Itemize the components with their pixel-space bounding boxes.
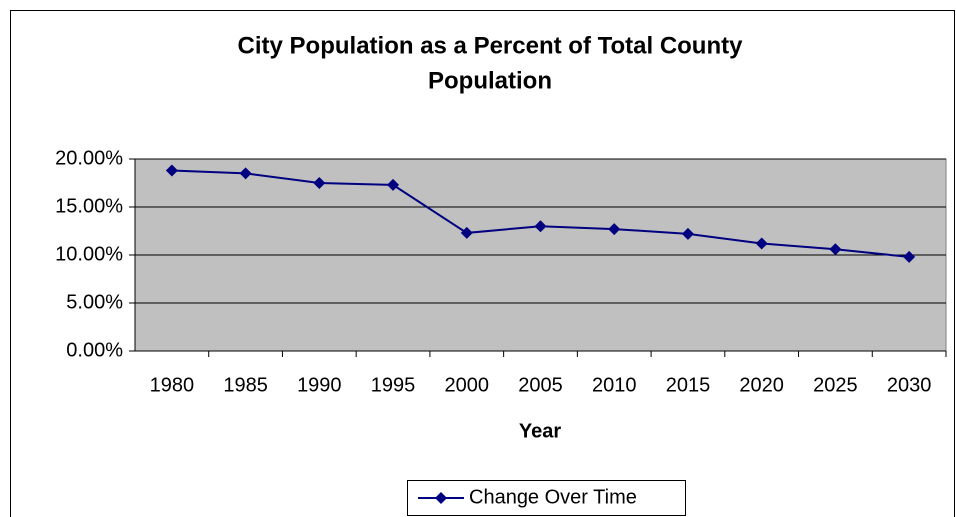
y-tick-label: 10.00%	[55, 243, 123, 265]
legend-label: Change Over Time	[469, 486, 637, 508]
x-tick-label: 2020	[739, 374, 784, 396]
y-tick-label: 15.00%	[55, 195, 123, 217]
x-tick-label: 2025	[813, 374, 858, 396]
chart-title: City Population as a Percent of Total Co…	[238, 32, 744, 59]
data-point	[534, 220, 547, 233]
x-tick-label: 1985	[223, 374, 268, 396]
x-tick-label: 2015	[666, 374, 711, 396]
data-point	[165, 164, 178, 177]
x-tick-label: 1995	[371, 374, 416, 396]
x-tick-label: 2000	[445, 374, 490, 396]
x-tick-label: 2005	[518, 374, 563, 396]
data-point	[755, 237, 768, 250]
y-tick-label: 0.00%	[66, 339, 123, 361]
x-tick-label: 2010	[592, 374, 637, 396]
x-tick-label: 1980	[150, 374, 195, 396]
y-tick-label: 5.00%	[66, 291, 123, 313]
data-point	[681, 227, 694, 240]
chart-title: Population	[428, 67, 552, 94]
y-tick-label: 20.00%	[55, 147, 123, 169]
data-point	[903, 250, 916, 263]
x-tick-label: 1990	[297, 374, 342, 396]
data-point	[829, 243, 842, 256]
data-point	[387, 178, 400, 191]
data-point	[608, 223, 621, 236]
x-tick-label: 2030	[887, 374, 932, 396]
data-point	[313, 177, 326, 189]
data-point	[460, 226, 473, 239]
data-point	[239, 167, 252, 180]
legend-marker	[435, 492, 447, 504]
x-axis-label: Year	[519, 420, 561, 442]
